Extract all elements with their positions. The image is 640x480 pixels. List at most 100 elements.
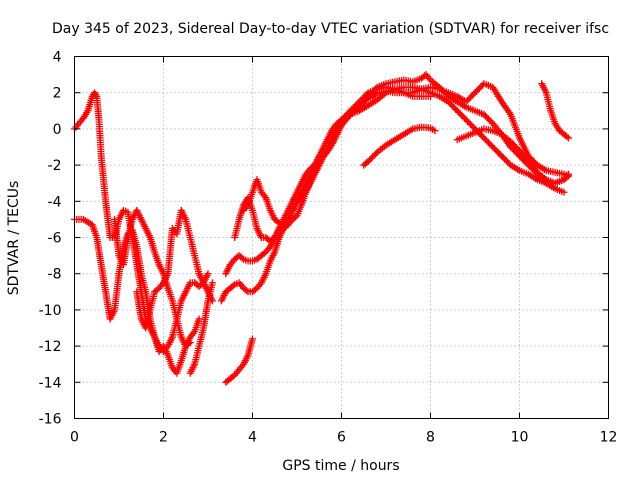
data-point-marker bbox=[95, 116, 105, 158]
data-point-marker bbox=[75, 116, 86, 127]
data-point-marker bbox=[133, 261, 145, 294]
data-point-marker bbox=[471, 126, 486, 137]
data-series bbox=[71, 71, 572, 386]
data-point-marker bbox=[524, 152, 540, 168]
data-point-marker bbox=[262, 244, 273, 256]
data-point-marker bbox=[266, 250, 278, 265]
data-point-marker bbox=[489, 143, 504, 159]
data-point-marker bbox=[93, 92, 103, 122]
data-point-marker bbox=[360, 159, 371, 169]
data-point-marker bbox=[444, 89, 459, 99]
data-point-marker bbox=[462, 116, 478, 131]
data-point-marker bbox=[244, 190, 256, 209]
data-point-marker bbox=[231, 280, 241, 289]
data-point-marker bbox=[284, 217, 295, 229]
data-point-marker bbox=[226, 257, 237, 269]
data-point-marker bbox=[208, 279, 216, 287]
data-point-marker bbox=[480, 80, 495, 90]
data-point-marker bbox=[542, 179, 557, 192]
data-point-marker bbox=[168, 364, 179, 375]
data-point-marker bbox=[231, 218, 243, 241]
data-point-marker bbox=[240, 284, 251, 295]
data-point-marker bbox=[271, 226, 282, 241]
data-point-marker bbox=[297, 181, 309, 196]
x-tick-label: 10 bbox=[511, 430, 529, 446]
data-point-marker bbox=[560, 130, 571, 141]
data-point-marker bbox=[240, 255, 250, 264]
data-point-marker bbox=[257, 188, 268, 200]
data-point-marker bbox=[191, 252, 203, 275]
data-point-marker bbox=[338, 112, 353, 124]
data-point-marker bbox=[551, 119, 562, 133]
data-point-marker bbox=[378, 88, 388, 97]
data-point-marker bbox=[480, 110, 495, 126]
data-point-marker bbox=[320, 145, 331, 160]
data-point-marker bbox=[244, 257, 254, 265]
data-point-marker bbox=[409, 75, 423, 86]
data-point-marker bbox=[564, 172, 572, 180]
data-point-marker bbox=[257, 249, 268, 260]
data-point-marker bbox=[191, 279, 202, 289]
data-point-marker bbox=[346, 108, 361, 118]
y-tick-label: -8 bbox=[48, 267, 62, 283]
data-point-marker bbox=[556, 127, 567, 137]
data-point-marker bbox=[195, 326, 207, 350]
data-point-marker bbox=[293, 203, 305, 220]
data-point-marker bbox=[560, 173, 571, 184]
data-point-marker bbox=[262, 194, 274, 212]
data-point-marker bbox=[391, 131, 406, 144]
data-point-marker bbox=[115, 208, 127, 223]
data-point-marker bbox=[329, 127, 340, 142]
data-point-marker bbox=[471, 107, 486, 118]
data-point-marker bbox=[324, 136, 336, 151]
data-point-marker bbox=[369, 90, 380, 100]
series-trace-11 bbox=[360, 123, 439, 169]
data-point-marker bbox=[293, 195, 304, 205]
data-point-marker bbox=[355, 94, 371, 109]
data-point-marker bbox=[253, 176, 265, 194]
data-point-marker bbox=[257, 234, 268, 241]
data-point-marker bbox=[222, 285, 233, 296]
data-point-marker bbox=[151, 285, 162, 296]
series-trace-6 bbox=[222, 335, 256, 386]
data-point-marker bbox=[364, 97, 379, 109]
data-point-marker bbox=[306, 162, 317, 173]
chart-title: Day 345 of 2023, Sidereal Day-to-day VTE… bbox=[52, 21, 609, 37]
data-point-marker bbox=[427, 124, 437, 133]
y-tick-label: -6 bbox=[48, 231, 62, 247]
data-point-marker bbox=[302, 167, 313, 178]
data-point-marker bbox=[226, 372, 237, 383]
data-point-marker bbox=[249, 335, 256, 343]
data-point-marker bbox=[217, 290, 229, 305]
data-point-marker bbox=[173, 359, 185, 377]
data-point-marker bbox=[231, 367, 242, 379]
data-point-marker bbox=[489, 127, 503, 137]
data-point-marker bbox=[142, 224, 153, 240]
data-point-marker bbox=[498, 152, 513, 168]
data-point-marker bbox=[293, 181, 305, 196]
x-tick-label: 4 bbox=[248, 430, 257, 446]
data-point-marker bbox=[173, 208, 185, 238]
data-point-marker bbox=[195, 270, 207, 285]
data-point-marker bbox=[418, 72, 429, 82]
data-point-marker bbox=[133, 243, 145, 276]
data-point-marker bbox=[195, 315, 203, 323]
data-point-marker bbox=[240, 353, 251, 368]
data-point-marker bbox=[133, 206, 144, 222]
data-point-marker bbox=[444, 92, 459, 105]
data-point-marker bbox=[289, 213, 300, 223]
data-point-marker bbox=[262, 259, 274, 278]
data-point-marker bbox=[111, 215, 123, 257]
data-point-marker bbox=[311, 159, 322, 173]
data-point-marker bbox=[257, 272, 269, 287]
data-point-marker bbox=[137, 215, 149, 231]
data-point-marker bbox=[373, 81, 388, 91]
data-point-marker bbox=[91, 89, 100, 99]
data-point-marker bbox=[231, 253, 242, 263]
data-point-marker bbox=[382, 86, 397, 97]
data-point-marker bbox=[533, 168, 548, 182]
data-point-marker bbox=[177, 206, 189, 222]
data-point-marker bbox=[320, 136, 331, 151]
x-axis-label: GPS time / hours bbox=[282, 458, 399, 474]
data-point-marker bbox=[431, 127, 439, 135]
